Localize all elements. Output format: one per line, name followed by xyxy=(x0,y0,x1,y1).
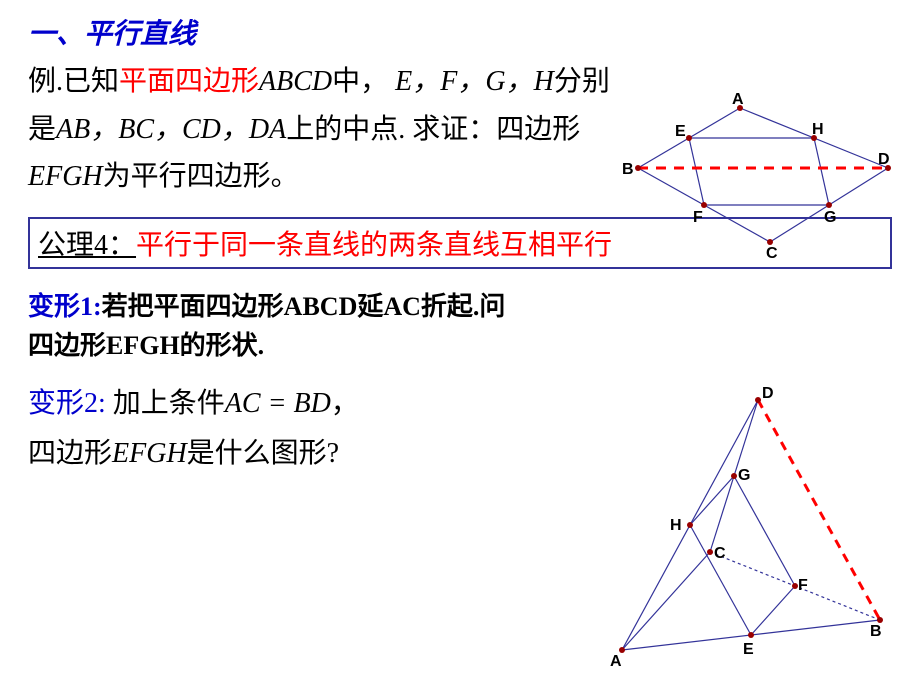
figure-2: D A B C E F G H xyxy=(580,380,900,670)
svg-text:A: A xyxy=(732,91,744,108)
var1-label: 变形1: xyxy=(28,292,102,321)
axiom-label: 公理4： xyxy=(38,230,136,261)
var2-comma: ， xyxy=(331,388,359,419)
ex-segments: AB，BC，CD，DA xyxy=(56,114,286,145)
svg-text:D: D xyxy=(762,385,774,402)
svg-text:D: D xyxy=(878,151,890,168)
ex-efgh: EFGH xyxy=(28,161,103,192)
svg-text:B: B xyxy=(622,161,634,178)
svg-text:H: H xyxy=(670,517,682,534)
var2-label: 变形2: xyxy=(28,388,106,419)
ex-mid3: 上的中点. 求证：四边形 xyxy=(286,114,580,145)
ex-abcd: ABCD xyxy=(259,66,332,97)
svg-text:G: G xyxy=(824,209,836,226)
svg-text:B: B xyxy=(870,623,882,640)
svg-text:H: H xyxy=(812,121,824,138)
ex-efgh-pts: E，F，G，H xyxy=(395,66,554,97)
ex-planar: 平面四边形 xyxy=(119,66,259,97)
var2-efgh: EFGH xyxy=(112,438,187,469)
section-heading: 一、平行直线 xyxy=(28,12,892,52)
ex-mid1: 中， xyxy=(332,66,388,97)
variant1: 变形1:若把平面四边形ABCD延AC折起.问四边形EFGH的形状. xyxy=(28,287,528,365)
axiom-text: 平行于同一条直线的两条直线互相平行 xyxy=(136,230,612,261)
svg-text:F: F xyxy=(798,577,808,594)
var2-line2a: 四边形 xyxy=(28,438,112,469)
svg-text:C: C xyxy=(766,245,778,260)
var2-cond: AC = BD xyxy=(225,388,331,419)
variant2: 变形2: 加上条件AC = BD， 四边形EFGH是什么图形? xyxy=(28,379,528,480)
ex-suffix: 为平行四边形。 xyxy=(103,161,299,192)
svg-text:G: G xyxy=(738,467,750,484)
svg-text:F: F xyxy=(693,209,703,226)
var2-prefix: 加上条件 xyxy=(106,388,225,419)
var2-line2b: 是什么图形? xyxy=(187,438,339,469)
svg-text:C: C xyxy=(714,545,726,562)
svg-text:E: E xyxy=(743,641,754,658)
svg-text:E: E xyxy=(675,123,686,140)
ex-prefix: 例.已知 xyxy=(28,66,119,97)
figure-1: A B C D E F G H xyxy=(620,90,900,260)
example-text: 例.已知平面四边形ABCD中， E，F，G，H分别是AB，BC，CD，DA上的中… xyxy=(28,58,618,201)
svg-text:A: A xyxy=(610,653,622,670)
